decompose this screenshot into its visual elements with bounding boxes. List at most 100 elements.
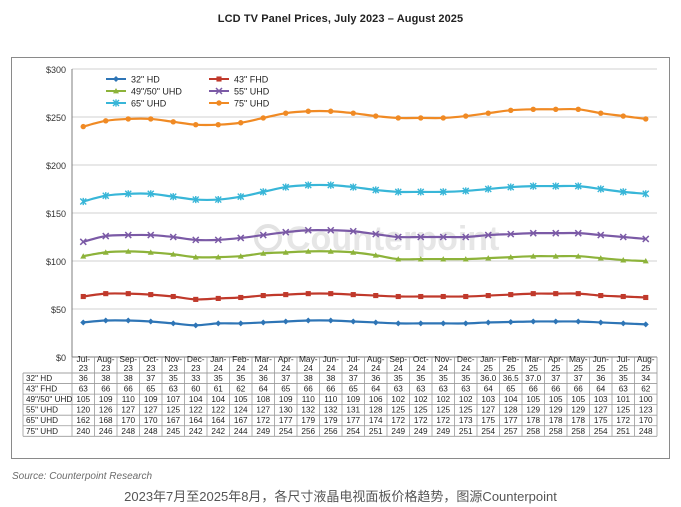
series-line bbox=[83, 292, 646, 301]
data-point bbox=[238, 120, 244, 126]
table-cell: 170 bbox=[121, 416, 135, 425]
table-cell: 109 bbox=[144, 395, 158, 404]
table-cell: 172 bbox=[616, 416, 630, 425]
data-point bbox=[304, 226, 312, 234]
legend-label: 43" FHD bbox=[234, 75, 269, 85]
y-tick-label: $100 bbox=[46, 257, 66, 267]
data-point bbox=[372, 252, 379, 258]
chart-title: LCD TV Panel Prices, July 2023 – August … bbox=[217, 13, 464, 25]
table-cell: 125 bbox=[616, 406, 630, 415]
data-point bbox=[125, 317, 132, 324]
data-point bbox=[553, 106, 559, 113]
series-49-50-uhd bbox=[80, 248, 649, 264]
data-point bbox=[237, 253, 244, 259]
x-tick-label-year: 24 bbox=[304, 363, 314, 373]
table-cell: 63 bbox=[79, 385, 89, 394]
table-cell: 132 bbox=[301, 406, 315, 415]
data-point bbox=[418, 293, 424, 300]
data-point bbox=[147, 318, 154, 325]
x-tick-label-year: 24 bbox=[281, 363, 291, 373]
table-cell: 64 bbox=[596, 385, 606, 394]
table-cell: 105 bbox=[76, 395, 90, 404]
legend-label: 49"/50" UHD bbox=[131, 87, 182, 97]
table-cell: 178 bbox=[549, 416, 563, 425]
table-cell: 36 bbox=[596, 374, 606, 383]
data-point bbox=[170, 119, 176, 125]
data-point bbox=[260, 319, 267, 326]
series-55-uhd bbox=[79, 226, 650, 246]
table-cell: 37 bbox=[349, 374, 359, 383]
table-cell: 36 bbox=[79, 374, 89, 383]
y-tick-label: $250 bbox=[46, 113, 66, 123]
data-point bbox=[575, 318, 582, 325]
table-cell: 108 bbox=[256, 395, 270, 404]
data-point bbox=[214, 195, 222, 204]
legend-marker bbox=[113, 88, 119, 94]
table-cell: 102 bbox=[414, 395, 428, 404]
x-tick-label-year: 24 bbox=[371, 363, 381, 373]
series-75-uhd bbox=[80, 106, 649, 130]
data-point bbox=[530, 106, 536, 113]
data-point bbox=[552, 229, 560, 237]
data-point bbox=[418, 115, 424, 121]
table-cell: 170 bbox=[639, 416, 653, 425]
table-cell: 63 bbox=[169, 385, 179, 394]
table-cell: 106 bbox=[369, 395, 383, 404]
data-point bbox=[148, 116, 154, 122]
data-point bbox=[620, 113, 626, 119]
table-cell: 63 bbox=[416, 385, 426, 394]
data-point bbox=[417, 233, 425, 241]
table-cell: 131 bbox=[346, 406, 360, 415]
table-cell: 104 bbox=[189, 395, 203, 404]
legend-marker bbox=[113, 76, 119, 82]
data-point bbox=[597, 255, 604, 261]
table-cell: 127 bbox=[481, 406, 495, 415]
table-row-header: 55" UHD bbox=[26, 406, 58, 415]
table-cell: 127 bbox=[121, 406, 135, 415]
gridlines bbox=[72, 68, 657, 358]
data-point bbox=[215, 320, 222, 327]
data-point bbox=[282, 183, 290, 191]
caption: 2023年7月至2025年8月，各尺寸液晶电视面板价格趋势，图源Counterp… bbox=[124, 489, 557, 504]
data-point bbox=[125, 291, 131, 297]
data-point bbox=[642, 235, 650, 243]
table-cell: 240 bbox=[76, 427, 90, 436]
table-cell: 109 bbox=[279, 395, 293, 404]
data-point bbox=[170, 320, 177, 327]
table-cell: 38 bbox=[124, 374, 134, 383]
table-cell: 174 bbox=[369, 416, 383, 425]
table-cell: 35 bbox=[169, 374, 179, 383]
x-tick-label-year: 24 bbox=[461, 363, 471, 373]
x-tick-label-year: 25 bbox=[506, 363, 516, 373]
table-cell: 34 bbox=[641, 374, 651, 383]
table-cell: 125 bbox=[436, 406, 450, 415]
x-tick-label-month: Nov- bbox=[164, 354, 182, 364]
table-cell: 124 bbox=[234, 406, 248, 415]
table-cell: 256 bbox=[324, 427, 338, 436]
data-point bbox=[484, 185, 492, 193]
legend-item: 65" UHD bbox=[106, 99, 167, 109]
table-cell: 172 bbox=[436, 416, 450, 425]
table-cell: 36.5 bbox=[503, 374, 519, 383]
data-point bbox=[349, 227, 357, 235]
table-cell: 177 bbox=[504, 416, 518, 425]
table-cell: 258 bbox=[526, 427, 540, 436]
data-point bbox=[642, 258, 649, 264]
table-cell: 63 bbox=[394, 385, 404, 394]
data-point bbox=[462, 256, 469, 262]
data-point bbox=[440, 256, 447, 262]
data-point bbox=[147, 231, 155, 239]
x-tick-label-month: Oct- bbox=[143, 354, 159, 364]
y-axis-ticks: $0 $50 $100 $150 $200 $250 $300 bbox=[46, 65, 66, 363]
data-point bbox=[553, 291, 559, 297]
x-tick-label-month: Apr- bbox=[278, 354, 294, 364]
table-cell: 130 bbox=[279, 406, 293, 415]
data-point bbox=[215, 254, 222, 260]
table-cell: 177 bbox=[346, 416, 360, 425]
table-cell: 164 bbox=[189, 416, 203, 425]
x-tick-label-year: 25 bbox=[574, 363, 584, 373]
table-cell: 65 bbox=[506, 385, 516, 394]
legend: 32" HD 43" FHD 49"/50" UHD 55" UHD 65" UHD 75… bbox=[106, 75, 270, 109]
x-tick-label-year: 23 bbox=[191, 363, 201, 373]
data-point bbox=[395, 320, 402, 327]
